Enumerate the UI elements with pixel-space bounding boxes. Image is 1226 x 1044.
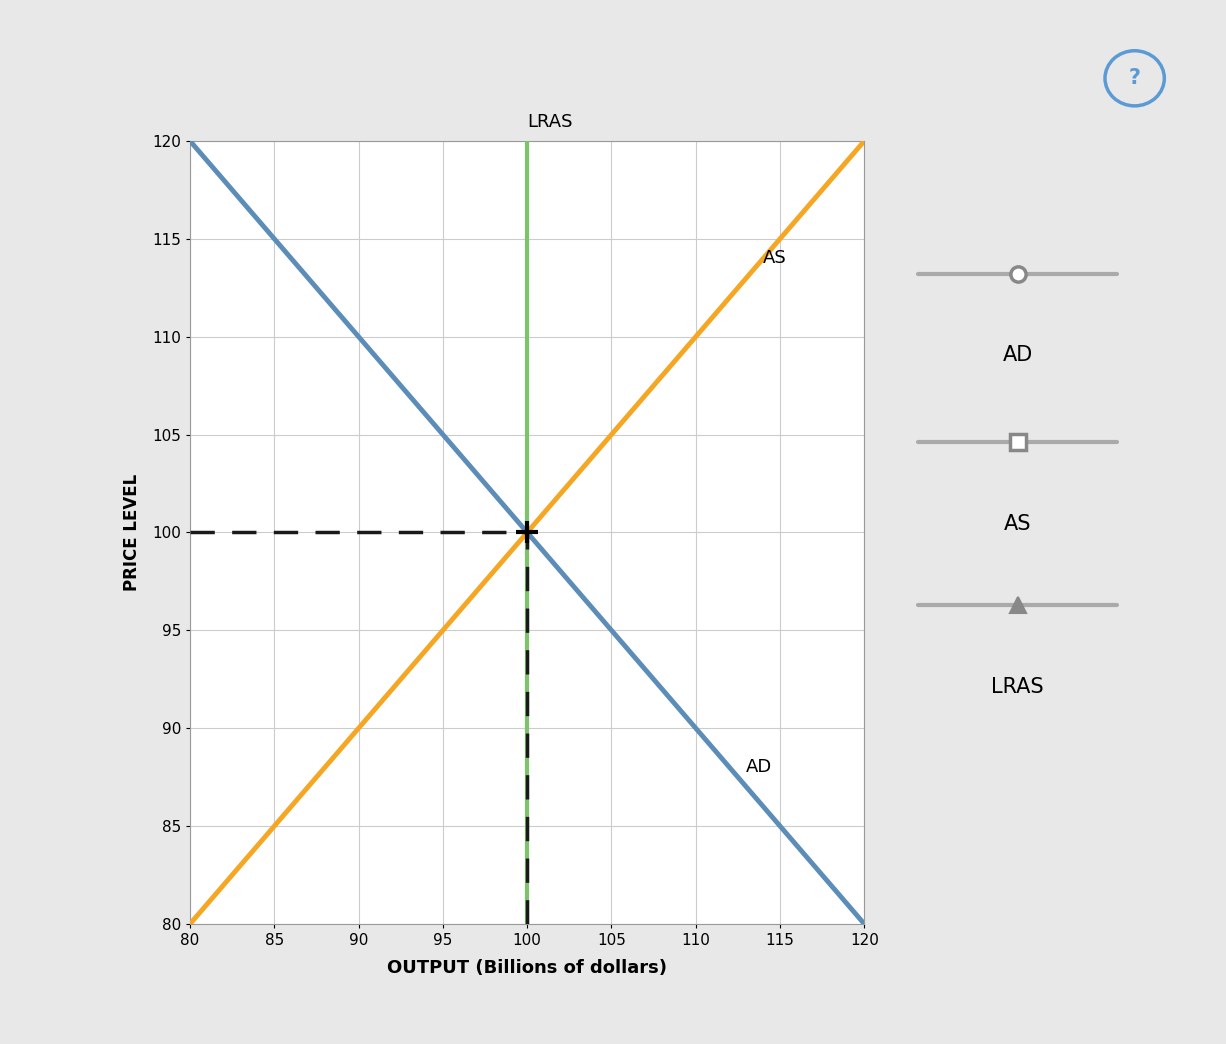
- Text: AD: AD: [1003, 346, 1032, 365]
- Text: LRAS: LRAS: [992, 677, 1043, 696]
- Text: AS: AS: [763, 250, 787, 267]
- Text: LRAS: LRAS: [527, 113, 573, 132]
- Text: AD: AD: [747, 758, 772, 777]
- X-axis label: OUTPUT (Billions of dollars): OUTPUT (Billions of dollars): [387, 959, 667, 977]
- Y-axis label: PRICE LEVEL: PRICE LEVEL: [123, 474, 141, 591]
- Text: ?: ?: [1129, 68, 1140, 89]
- Text: AS: AS: [1004, 514, 1031, 533]
